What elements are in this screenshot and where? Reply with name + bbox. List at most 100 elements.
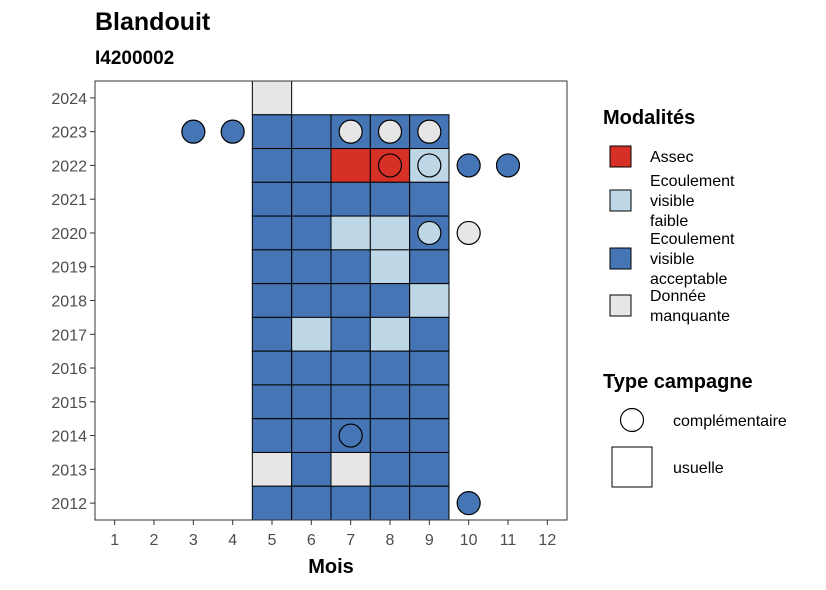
legend-modalites: ModalitésAssecEcoulementvisiblefaibleEco… <box>603 107 735 325</box>
point-2023-4 <box>220 119 245 144</box>
cell-2022-7 <box>330 148 371 183</box>
cell-2023-6 <box>291 114 332 150</box>
cell-2016-6 <box>291 350 332 386</box>
cell-2021-7 <box>330 181 371 217</box>
cell-2012-8 <box>369 485 411 521</box>
y-tick-label-2024: 2024 <box>51 91 87 108</box>
cell-2013-6 <box>291 451 332 487</box>
y-tick-label-2018: 2018 <box>51 294 87 311</box>
legend-key-assec <box>609 145 632 168</box>
x-tick-label-3: 3 <box>189 532 198 549</box>
cell-2018-7 <box>330 283 371 318</box>
cell-2022-6 <box>291 148 332 183</box>
x-tick-label-4: 4 <box>228 532 237 549</box>
point-2023-3 <box>181 119 206 144</box>
x-tick-label-6: 6 <box>307 532 316 549</box>
point-2012-10 <box>456 491 481 516</box>
cell-2022-5 <box>251 148 293 183</box>
cell-2021-6 <box>291 181 332 217</box>
legend-label-acceptable-2: acceptable <box>650 271 727 288</box>
cell-2017-6 <box>291 316 332 352</box>
point-2020-9 <box>417 220 442 246</box>
cell-2015-6 <box>291 384 332 420</box>
x-tick-label-5: 5 <box>268 532 277 549</box>
y-tick-label-2020: 2020 <box>51 226 87 243</box>
legend-key-acceptable <box>609 247 632 270</box>
legend-label-assec-0: Assec <box>650 149 694 166</box>
legend-label-manquante-1: manquante <box>650 308 730 325</box>
chart-title: Blandouit <box>95 8 211 36</box>
cell-2017-8 <box>369 316 411 352</box>
y-tick-label-2022: 2022 <box>51 158 87 175</box>
cell-2013-9 <box>409 451 450 487</box>
cell-2012-5 <box>251 485 293 521</box>
complementaire-points <box>181 119 521 516</box>
cell-2021-5 <box>251 181 293 217</box>
legend-key-faible <box>609 189 632 212</box>
cell-2015-5 <box>251 384 293 420</box>
cell-2018-9 <box>409 283 450 318</box>
legend-label-manquante-0: Donnée <box>650 288 706 305</box>
cell-2020-5 <box>251 215 293 251</box>
x-tick-label-2: 2 <box>150 532 159 549</box>
x-axis-title: Mois <box>308 556 354 578</box>
point-2022-8 <box>377 153 403 178</box>
cell-2021-8 <box>369 181 411 217</box>
y-tick-label-2012: 2012 <box>51 496 87 513</box>
legend-label-acceptable-0: Ecoulement <box>650 231 735 248</box>
cell-2016-5 <box>251 350 293 386</box>
cell-2019-8 <box>369 249 411 285</box>
y-tick-label-2023: 2023 <box>51 125 87 142</box>
y-tick-label-2013: 2013 <box>51 462 87 479</box>
cell-2015-9 <box>409 384 450 420</box>
cell-2016-7 <box>330 350 371 386</box>
x-tick-label-9: 9 <box>425 532 434 549</box>
cell-2018-6 <box>291 283 332 318</box>
chart-subtitle: I4200002 <box>95 48 174 69</box>
x-tick-label-10: 10 <box>460 532 478 549</box>
cell-2012-6 <box>291 485 332 521</box>
point-2020-10 <box>456 220 481 246</box>
cell-2014-5 <box>251 418 293 453</box>
cell-2020-6 <box>291 215 332 251</box>
cell-2013-5 <box>251 451 293 487</box>
x-tick-label-8: 8 <box>386 532 395 549</box>
legend-key-complementaire <box>619 407 645 433</box>
y-tick-label-2014: 2014 <box>51 429 87 446</box>
y-tick-label-2016: 2016 <box>51 361 87 378</box>
cell-2016-9 <box>409 350 450 386</box>
y-tick-label-2015: 2015 <box>51 395 87 412</box>
x-tick-label-7: 7 <box>346 532 355 549</box>
cell-2019-7 <box>330 249 371 285</box>
cell-2019-5 <box>251 249 293 285</box>
y-tick-label-2021: 2021 <box>51 192 87 209</box>
x-tick-label-11: 11 <box>500 532 517 549</box>
legend-campagne-title: Type campagne <box>603 371 753 393</box>
cell-2014-6 <box>291 418 332 453</box>
cell-2020-7 <box>330 215 371 251</box>
cell-2013-8 <box>369 451 411 487</box>
cell-2018-8 <box>369 283 411 318</box>
cell-2012-9 <box>409 485 450 521</box>
usuelle-cells <box>251 80 450 521</box>
legend-label-acceptable-1: visible <box>650 251 695 268</box>
x-tick-label-1: 1 <box>110 532 119 549</box>
y-tick-label-2017: 2017 <box>51 327 87 344</box>
cell-2015-8 <box>369 384 411 420</box>
cell-2024-5 <box>251 80 293 116</box>
legend-label-usuelle: usuelle <box>673 460 724 477</box>
legend-modalites-title: Modalités <box>603 107 695 129</box>
cell-2023-5 <box>251 114 293 150</box>
legend-type-campagne: Type campagne complémentaire usuelle <box>603 371 787 488</box>
cell-2017-5 <box>251 316 293 352</box>
point-2014-7 <box>338 423 363 448</box>
cell-2012-7 <box>330 485 371 521</box>
y-tick-label-2019: 2019 <box>51 260 87 277</box>
legend-key-manquante <box>609 294 632 317</box>
legend-label-faible-0: Ecoulement <box>650 173 735 190</box>
cell-2014-8 <box>369 418 411 453</box>
cell-2019-6 <box>291 249 332 285</box>
cell-2015-7 <box>330 384 371 420</box>
point-2022-10 <box>456 153 481 178</box>
